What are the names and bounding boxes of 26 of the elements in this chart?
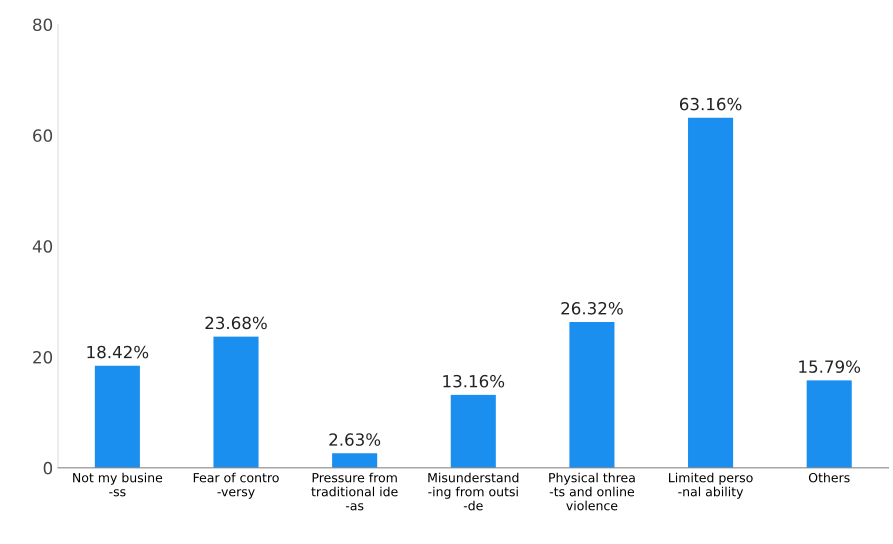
x-tick-label: Misunderstand -ing from outsi -de xyxy=(428,472,518,510)
y-tick-label: 80 xyxy=(33,18,52,32)
data-label: 63.16% xyxy=(680,98,742,110)
x-tick-label: Fear of contro -versy xyxy=(194,472,279,499)
data-label: 13.16% xyxy=(443,374,504,388)
data-label: 15.79% xyxy=(799,360,860,373)
x-tick-label: Not my busine -ss xyxy=(73,472,162,496)
bar xyxy=(569,322,614,468)
y-tick-label: 60 xyxy=(33,129,52,142)
data-label: 23.68% xyxy=(205,316,267,330)
bar xyxy=(332,453,378,468)
x-tick-label: Others xyxy=(808,472,850,482)
y-tick-label: 0 xyxy=(44,462,52,474)
data-label: 26.32% xyxy=(561,302,623,315)
bar xyxy=(94,366,140,468)
y-tick-label: 20 xyxy=(33,350,52,364)
x-tick-label: Physical threa -ts and online violence xyxy=(549,472,635,510)
bar xyxy=(450,394,496,468)
x-tick-label: Pressure from traditional ide -as xyxy=(311,472,398,510)
x-tick-label: Limited perso -nal ability xyxy=(669,472,753,499)
bar xyxy=(806,380,852,468)
data-label: 18.42% xyxy=(87,346,148,358)
bar xyxy=(688,118,734,468)
y-tick-label: 40 xyxy=(32,240,52,253)
bar xyxy=(213,336,259,468)
data-label: 2.63% xyxy=(329,433,380,446)
